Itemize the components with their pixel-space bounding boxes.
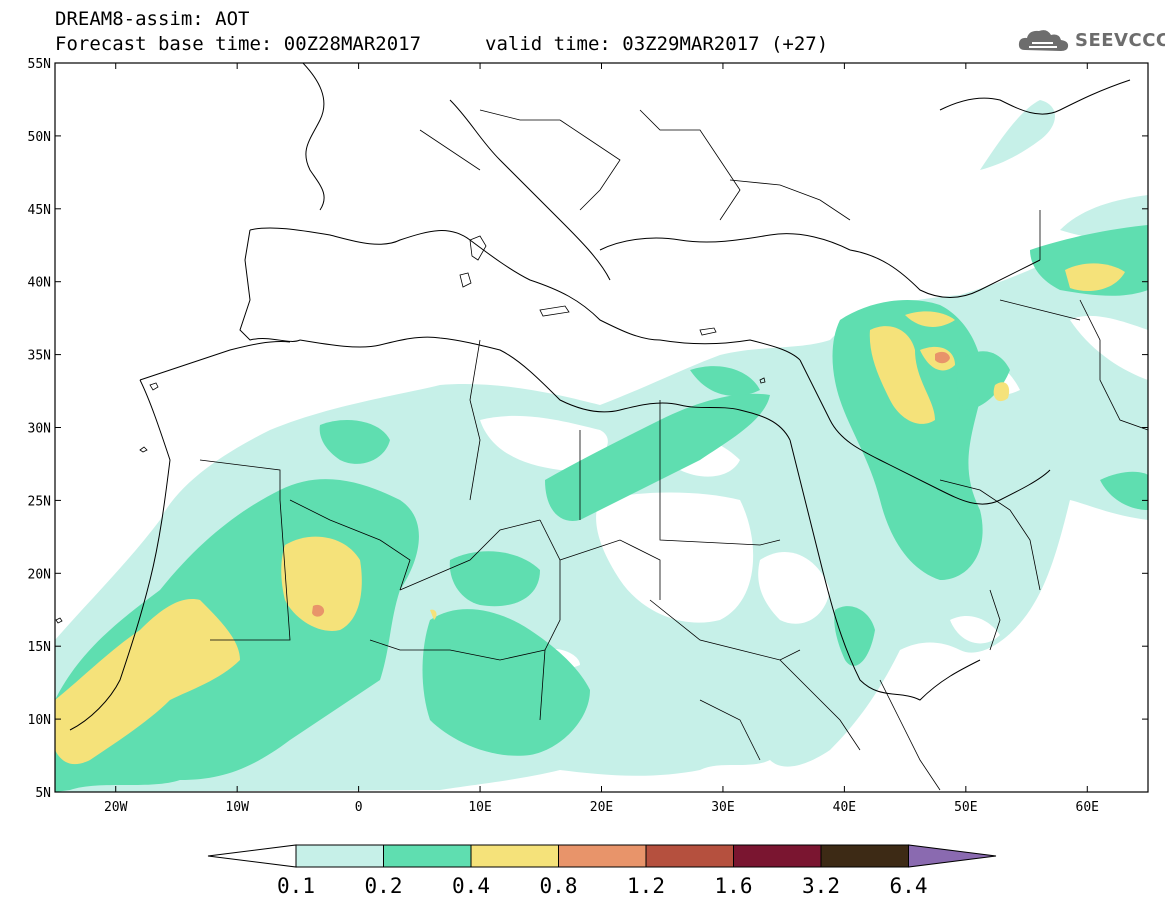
lat-tick-label: 40N [28, 276, 51, 291]
lon-tick-label: 20E [590, 800, 613, 815]
colorbar-segment [383, 844, 472, 868]
colorbar-segment [733, 844, 822, 868]
colorbar-segment [295, 844, 384, 868]
colorbar-segment [470, 844, 559, 868]
lat-tick-label: 15N [28, 640, 51, 655]
lat-tick-label: 20N [28, 567, 51, 582]
lat-tick-label: 50N [28, 130, 51, 145]
lat-tick-label: 5N [35, 786, 51, 801]
aot-shading [55, 100, 1148, 792]
aot-holes [480, 315, 1148, 669]
colorbar-label: 0.1 [277, 874, 315, 898]
lat-tick-label: 35N [28, 349, 51, 364]
colorbar-under-arrow [207, 844, 297, 868]
lon-tick-label: 40E [833, 800, 856, 815]
lon-tick-label: 10W [225, 800, 249, 815]
cloud-icon [1018, 30, 1069, 51]
colorbar-over-arrow [908, 844, 997, 868]
longitude-axis: 20W 10W 0 10E 20E 30E 40E 50E 60E [104, 63, 1099, 815]
logo-text: SEEVCCC [1075, 30, 1165, 51]
colorbar-label: 0.8 [540, 874, 578, 898]
seevccc-logo: SEEVCCC [1017, 26, 1165, 56]
valid-time: valid time: 03Z29MAR2017 (+27) [485, 33, 829, 55]
colorbar-label: 3.2 [802, 874, 840, 898]
lon-tick-label: 50E [954, 800, 977, 815]
colorbar-label: 6.4 [890, 874, 928, 898]
lon-tick-label: 0 [355, 800, 363, 815]
islands [55, 235, 766, 624]
aot-level-0-4 [55, 263, 1125, 765]
lat-tick-label: 45N [28, 203, 51, 218]
aot-level-0-8 [312, 351, 950, 617]
map-plot-area [54, 62, 1149, 793]
lat-tick-label: 55N [28, 57, 51, 72]
colorbar-segment [558, 844, 647, 868]
latitude-axis: 55N 50N 45N 40N 35N 30N 25N 20N 15N 10N 5N [28, 57, 1148, 801]
lat-tick-label: 25N [28, 494, 51, 509]
lon-tick-label: 20W [104, 800, 128, 815]
lon-tick-label: 30E [711, 800, 734, 815]
colorbar-segment [645, 844, 734, 868]
lon-tick-label: 60E [1076, 800, 1099, 815]
aot-colorbar: 0.1 0.2 0.4 0.8 1.2 1.6 3.2 6.4 [207, 844, 997, 898]
lat-tick-label: 10N [28, 713, 51, 728]
map-title: DREAM8-assim: AOT [55, 8, 250, 30]
lat-tick-label: 30N [28, 422, 51, 437]
colorbar-label: 0.4 [452, 874, 490, 898]
colorbar-label: 1.2 [627, 874, 665, 898]
forecast-base-time: Forecast base time: 00Z28MAR2017 [55, 33, 422, 55]
colorbar-label: 0.2 [365, 874, 403, 898]
lon-tick-label: 10E [468, 800, 491, 815]
colorbar-label: 1.6 [715, 874, 753, 898]
country-borders [199, 109, 1148, 791]
coastlines [69, 63, 1131, 731]
colorbar-segment [820, 844, 909, 868]
